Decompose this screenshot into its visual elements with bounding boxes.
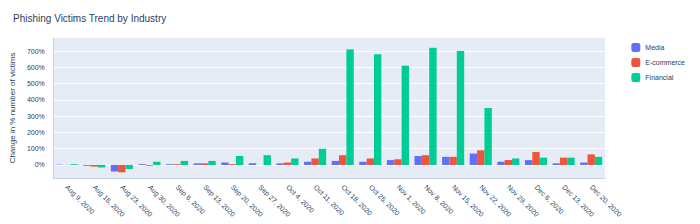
svg-text:Sep 13, 2020: Sep 13, 2020 [202, 183, 237, 218]
svg-text:Oct 11, 2020: Oct 11, 2020 [312, 183, 346, 217]
svg-text:Oct 4, 2020: Oct 4, 2020 [285, 184, 316, 215]
svg-text:Oct 25, 2020: Oct 25, 2020 [367, 183, 402, 217]
svg-text:600%: 600% [27, 64, 45, 71]
svg-text:Change in % number of victims: Change in % number of victims [8, 53, 17, 164]
svg-text:Financial: Financial [645, 74, 673, 81]
svg-text:Phishing Victims Trend by Indu: Phishing Victims Trend by Industry [13, 13, 166, 24]
svg-text:100%: 100% [27, 145, 45, 152]
svg-text:Dec 6, 2020: Dec 6, 2020 [534, 184, 566, 216]
svg-text:Aug 16, 2020: Aug 16, 2020 [91, 183, 127, 218]
svg-text:Nov 22, 2020: Nov 22, 2020 [478, 183, 513, 218]
svg-text:Aug 23, 2020: Aug 23, 2020 [119, 183, 154, 218]
svg-text:300%: 300% [27, 113, 45, 120]
svg-text:Nov 15, 2020: Nov 15, 2020 [450, 183, 485, 218]
svg-text:Sep 20, 2020: Sep 20, 2020 [229, 183, 265, 218]
svg-text:Nov 8, 2020: Nov 8, 2020 [423, 184, 455, 216]
svg-text:Sep 27, 2020: Sep 27, 2020 [257, 183, 292, 218]
svg-text:200%: 200% [27, 129, 45, 136]
svg-text:Sep 6, 2020: Sep 6, 2020 [174, 184, 206, 216]
svg-text:0%: 0% [35, 161, 45, 168]
svg-text:Dec 13, 2020: Dec 13, 2020 [561, 183, 596, 218]
svg-text:Aug 9, 2020: Aug 9, 2020 [63, 184, 95, 216]
svg-text:Oct 18, 2020: Oct 18, 2020 [340, 183, 374, 217]
svg-text:500%: 500% [27, 80, 45, 87]
svg-text:700%: 700% [27, 48, 45, 55]
svg-text:Nov 1, 2020: Nov 1, 2020 [395, 184, 427, 216]
svg-text:E-commerce: E-commerce [645, 59, 685, 66]
svg-text:Media: Media [645, 44, 664, 51]
svg-text:Nov 29, 2020: Nov 29, 2020 [505, 183, 541, 218]
svg-text:400%: 400% [27, 96, 45, 103]
svg-text:Dec 20, 2020: Dec 20, 2020 [589, 184, 623, 218]
svg-text:Aug 30, 2020: Aug 30, 2020 [147, 183, 182, 218]
